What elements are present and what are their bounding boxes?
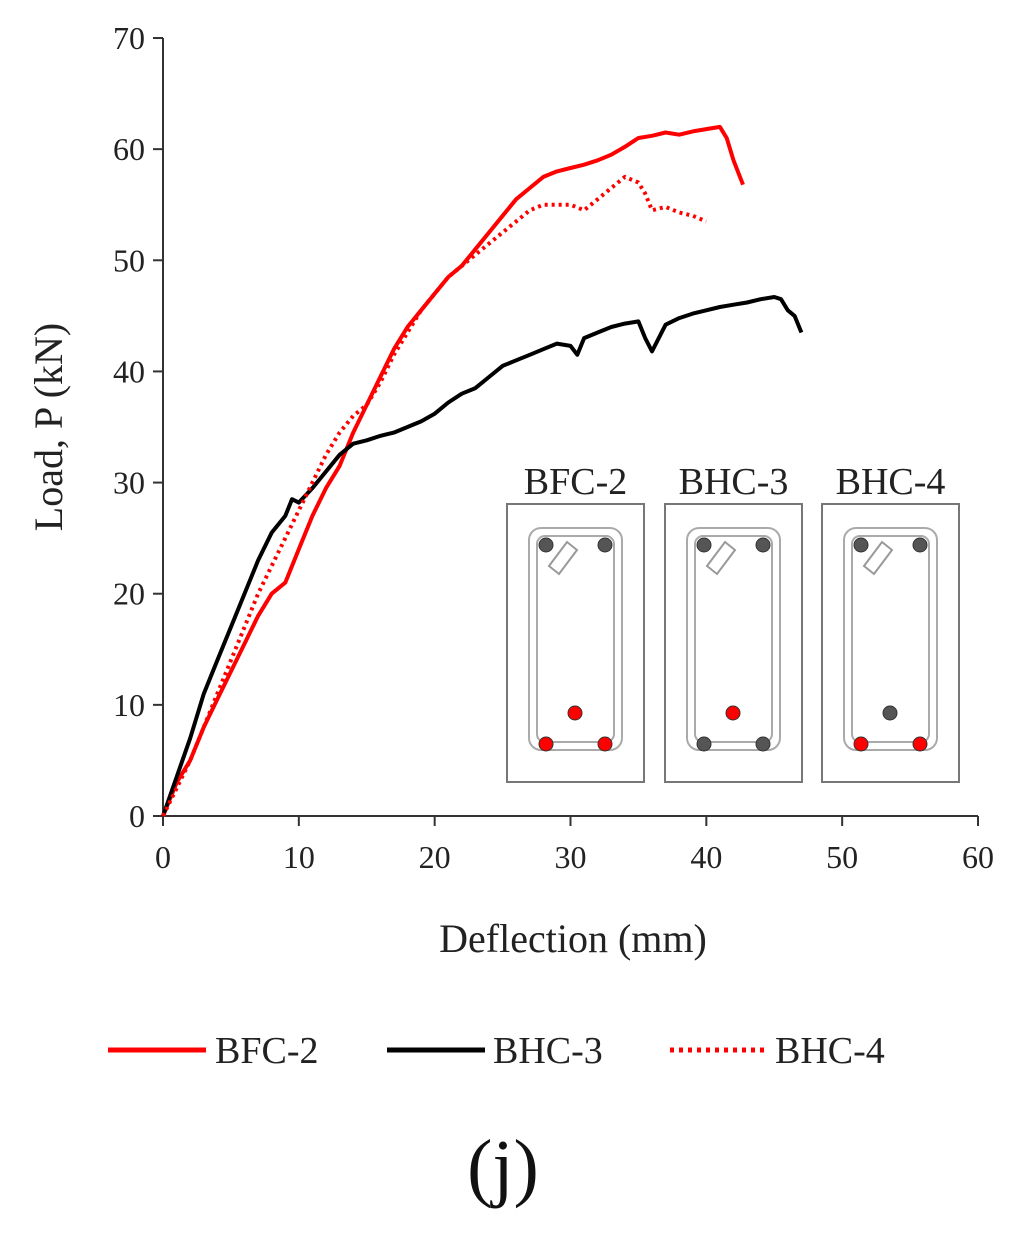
stirrup-outer: [528, 527, 623, 751]
rebar-bottom-right: [755, 736, 771, 752]
x-axis-title: Deflection (mm): [439, 916, 707, 961]
y-tick-label: 40: [113, 353, 145, 389]
x-tick-label: 60: [962, 839, 994, 875]
rebar-top-left: [538, 537, 554, 553]
y-tick-label: 20: [113, 576, 145, 612]
rebar-bottom-left: [538, 736, 554, 752]
y-tick-label: 0: [129, 798, 145, 834]
cross-section-bhc-4: BHC-4: [821, 461, 960, 783]
series-line-bfc-2: [161, 124, 745, 817]
x-tick-label: 30: [555, 839, 587, 875]
y-axis-title: Load, P (kN): [26, 323, 71, 531]
x-tick-label: 0: [155, 839, 171, 875]
x-tick-label: 40: [690, 839, 722, 875]
stirrup-outer: [686, 527, 781, 751]
stirrup-inner: [694, 535, 773, 743]
x-tick-label: 20: [419, 839, 451, 875]
x-tick-label: 50: [826, 839, 858, 875]
rebar-bottom-right: [912, 736, 928, 752]
stirrup-hook: [547, 540, 579, 576]
rebar-top-left: [696, 537, 712, 553]
rebar-mid: [725, 705, 741, 721]
series-line-bhc-4: [161, 174, 708, 817]
cross-section-bfc-2: BFC-2: [506, 461, 645, 783]
cross-section-label: BHC-4: [836, 461, 946, 503]
rebar-bottom-left: [696, 736, 712, 752]
rebar-top-right: [597, 537, 613, 553]
cross-section-label: BHC-3: [679, 461, 789, 503]
axes: 0 10 20 30 40 50 60 70 0 10 20 30 40 50 60: [113, 20, 994, 875]
stirrup-inner: [851, 535, 930, 743]
series-line-bhc-3: [161, 295, 804, 817]
rebar-top-right: [755, 537, 771, 553]
x-tick-label: 10: [283, 839, 315, 875]
cross-section-label: BFC-2: [524, 461, 627, 503]
y-tick-label: 30: [113, 465, 145, 501]
rebar-mid: [567, 705, 583, 721]
rebar-bottom-right: [597, 736, 613, 752]
legend: BFC-2 BHC-3 BHC-4: [108, 1030, 885, 1072]
stirrup-inner: [536, 535, 615, 743]
stirrup-hook: [862, 540, 894, 576]
legend-label-bhc-4: BHC-4: [775, 1030, 885, 1072]
legend-label-bhc-3: BHC-3: [493, 1030, 603, 1072]
y-tick-label: 50: [113, 242, 145, 278]
stirrup-hook: [705, 540, 737, 576]
stirrup-outer: [843, 527, 938, 751]
section-outline: [664, 503, 803, 783]
figure-caption: (j): [467, 1125, 539, 1209]
y-tick-label: 70: [113, 20, 145, 56]
cross-section-inset: BFC-2 BHC-3 BHC-4: [506, 461, 960, 783]
rebar-top-right: [912, 537, 928, 553]
cross-section-bhc-3: BHC-3: [664, 461, 803, 783]
y-tick-label: 10: [113, 687, 145, 723]
y-tick-label: 60: [113, 131, 145, 167]
section-outline: [821, 503, 960, 783]
rebar-top-left: [853, 537, 869, 553]
series-layer: [161, 124, 804, 817]
rebar-mid: [882, 705, 898, 721]
section-outline: [506, 503, 645, 783]
legend-label-bfc-2: BFC-2: [215, 1030, 318, 1072]
rebar-bottom-left: [853, 736, 869, 752]
